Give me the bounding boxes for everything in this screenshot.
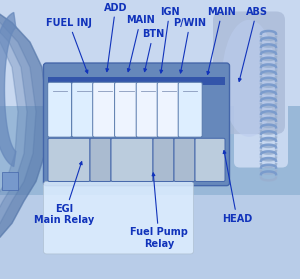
Polygon shape	[0, 14, 48, 237]
FancyBboxPatch shape	[178, 82, 202, 137]
Ellipse shape	[222, 20, 276, 137]
FancyBboxPatch shape	[195, 138, 225, 181]
Polygon shape	[0, 14, 48, 237]
FancyBboxPatch shape	[44, 63, 230, 186]
Text: ADD: ADD	[104, 3, 127, 72]
FancyBboxPatch shape	[111, 138, 153, 181]
FancyBboxPatch shape	[44, 181, 194, 254]
Text: BTN: BTN	[142, 29, 164, 72]
Bar	[2, 172, 18, 190]
FancyBboxPatch shape	[234, 17, 288, 167]
Text: HEAD: HEAD	[222, 151, 252, 223]
FancyBboxPatch shape	[90, 138, 111, 181]
FancyBboxPatch shape	[48, 82, 72, 137]
Text: FUEL INJ: FUEL INJ	[46, 18, 92, 73]
Text: MAIN: MAIN	[207, 7, 236, 74]
Text: MAIN: MAIN	[126, 15, 155, 72]
FancyBboxPatch shape	[115, 82, 139, 137]
Text: Fuel Pump
Relay: Fuel Pump Relay	[130, 173, 188, 249]
Polygon shape	[0, 14, 48, 237]
Text: IGN: IGN	[160, 7, 179, 73]
Text: ABS: ABS	[238, 7, 268, 81]
FancyBboxPatch shape	[136, 82, 160, 137]
FancyBboxPatch shape	[93, 82, 117, 137]
FancyBboxPatch shape	[153, 138, 174, 181]
Bar	[48, 77, 225, 85]
FancyBboxPatch shape	[72, 82, 96, 137]
Text: P/WIN: P/WIN	[173, 18, 206, 73]
Polygon shape	[0, 13, 16, 167]
Bar	[0, 195, 300, 279]
Bar	[0, 106, 300, 195]
FancyBboxPatch shape	[213, 11, 285, 134]
FancyBboxPatch shape	[174, 138, 195, 181]
FancyBboxPatch shape	[48, 138, 90, 181]
FancyBboxPatch shape	[157, 82, 181, 137]
Text: EGI
Main Relay: EGI Main Relay	[34, 162, 94, 225]
Bar	[0, 0, 300, 106]
